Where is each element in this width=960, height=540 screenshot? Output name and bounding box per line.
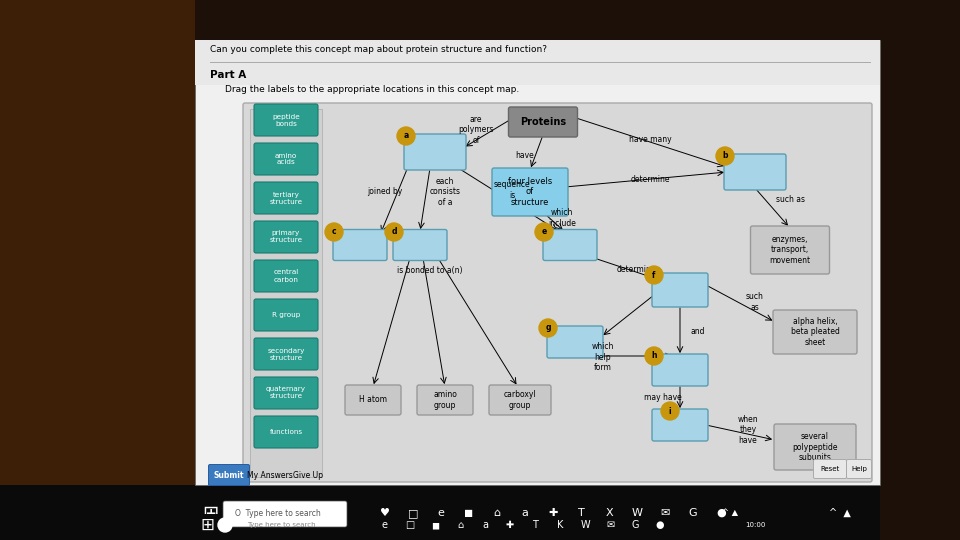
Circle shape <box>645 347 663 365</box>
Polygon shape <box>880 0 960 540</box>
Text: ♥: ♥ <box>380 508 390 518</box>
FancyBboxPatch shape <box>652 273 708 307</box>
Text: quaternary
structure: quaternary structure <box>266 387 306 400</box>
FancyBboxPatch shape <box>724 154 786 190</box>
FancyBboxPatch shape <box>404 134 466 170</box>
FancyBboxPatch shape <box>652 409 708 441</box>
Text: W: W <box>632 508 642 518</box>
FancyBboxPatch shape <box>195 40 880 85</box>
Text: ⌂: ⌂ <box>493 508 500 518</box>
Circle shape <box>397 127 415 145</box>
Text: ^ ▲: ^ ▲ <box>722 509 738 517</box>
Text: Can you complete this concept map about protein structure and function?: Can you complete this concept map about … <box>210 45 547 55</box>
Text: amino
group: amino group <box>433 390 457 410</box>
Text: R group: R group <box>272 312 300 318</box>
FancyBboxPatch shape <box>509 107 578 137</box>
Text: may have: may have <box>644 394 682 402</box>
Circle shape <box>645 266 663 284</box>
FancyBboxPatch shape <box>652 354 708 386</box>
Text: each
consists
of a: each consists of a <box>429 177 461 207</box>
Text: Type here to search: Type here to search <box>247 522 316 528</box>
FancyBboxPatch shape <box>195 40 880 485</box>
FancyBboxPatch shape <box>254 260 318 292</box>
Text: such as: such as <box>776 195 804 205</box>
FancyBboxPatch shape <box>254 104 318 136</box>
Text: e: e <box>382 520 388 530</box>
Text: central
carbon: central carbon <box>274 269 299 282</box>
Text: ●: ● <box>716 508 726 518</box>
Text: Submit: Submit <box>214 470 244 480</box>
FancyBboxPatch shape <box>223 501 347 527</box>
Circle shape <box>716 147 734 165</box>
Text: a: a <box>482 520 488 530</box>
Text: Drag the labels to the appropriate locations in this concept map.: Drag the labels to the appropriate locat… <box>225 85 519 94</box>
FancyBboxPatch shape <box>196 514 218 536</box>
Text: functions: functions <box>270 429 302 435</box>
FancyBboxPatch shape <box>254 221 318 253</box>
Text: which
help
form: which help form <box>591 342 614 372</box>
Text: Proteins: Proteins <box>520 117 566 127</box>
Text: G: G <box>688 508 697 518</box>
Text: T: T <box>532 520 538 530</box>
FancyBboxPatch shape <box>847 460 872 478</box>
FancyBboxPatch shape <box>345 385 401 415</box>
FancyBboxPatch shape <box>543 230 597 260</box>
Text: alpha helix,
beta pleated
sheet: alpha helix, beta pleated sheet <box>791 317 839 347</box>
FancyBboxPatch shape <box>254 143 318 175</box>
Circle shape <box>325 223 343 241</box>
Text: □: □ <box>405 520 415 530</box>
Text: when
they
have: when they have <box>737 415 758 445</box>
Text: secondary
structure: secondary structure <box>267 348 304 361</box>
Text: ⊞: ⊞ <box>200 516 214 534</box>
Text: determine: determine <box>631 176 670 185</box>
FancyBboxPatch shape <box>208 464 250 485</box>
Text: primary
structure: primary structure <box>270 231 302 244</box>
Text: T: T <box>578 508 585 518</box>
Text: carboxyl
group: carboxyl group <box>504 390 537 410</box>
Text: a: a <box>521 508 528 518</box>
Text: e: e <box>541 227 546 237</box>
Text: My Answers: My Answers <box>247 470 293 480</box>
Text: ✚: ✚ <box>548 508 558 518</box>
Text: peptide
bonds: peptide bonds <box>272 113 300 126</box>
FancyBboxPatch shape <box>393 230 447 260</box>
FancyBboxPatch shape <box>417 385 473 415</box>
FancyBboxPatch shape <box>773 310 857 354</box>
FancyBboxPatch shape <box>813 460 847 478</box>
FancyBboxPatch shape <box>254 377 318 409</box>
Text: X: X <box>605 508 612 518</box>
FancyBboxPatch shape <box>254 416 318 448</box>
Circle shape <box>661 402 679 420</box>
FancyBboxPatch shape <box>492 168 568 216</box>
Text: ✚: ✚ <box>506 520 514 530</box>
Text: ⊞: ⊞ <box>202 503 218 523</box>
Text: e: e <box>438 508 444 518</box>
Circle shape <box>218 518 232 532</box>
Text: such
as: such as <box>746 292 764 312</box>
Polygon shape <box>0 0 195 540</box>
Text: d: d <box>392 227 396 237</box>
FancyBboxPatch shape <box>250 109 322 477</box>
Text: Reset: Reset <box>821 466 840 472</box>
FancyBboxPatch shape <box>254 338 318 370</box>
Circle shape <box>539 319 557 337</box>
Text: ^  ▲: ^ ▲ <box>829 508 851 518</box>
Text: amino
acids: amino acids <box>275 152 298 165</box>
Text: i: i <box>669 407 671 415</box>
Text: ●: ● <box>656 520 664 530</box>
Text: ✉: ✉ <box>606 520 614 530</box>
Text: have: have <box>516 152 535 160</box>
FancyBboxPatch shape <box>489 385 551 415</box>
Text: c: c <box>332 227 336 237</box>
Text: ◼: ◼ <box>465 508 473 518</box>
Text: □: □ <box>408 508 419 518</box>
Text: tertiary
structure: tertiary structure <box>270 192 302 205</box>
Text: g: g <box>545 323 551 333</box>
Polygon shape <box>0 485 195 540</box>
Text: sequence
is: sequence is <box>493 180 530 200</box>
FancyBboxPatch shape <box>774 424 856 470</box>
Text: ✉: ✉ <box>660 508 670 518</box>
FancyBboxPatch shape <box>254 182 318 214</box>
Text: ⌂: ⌂ <box>457 520 463 530</box>
